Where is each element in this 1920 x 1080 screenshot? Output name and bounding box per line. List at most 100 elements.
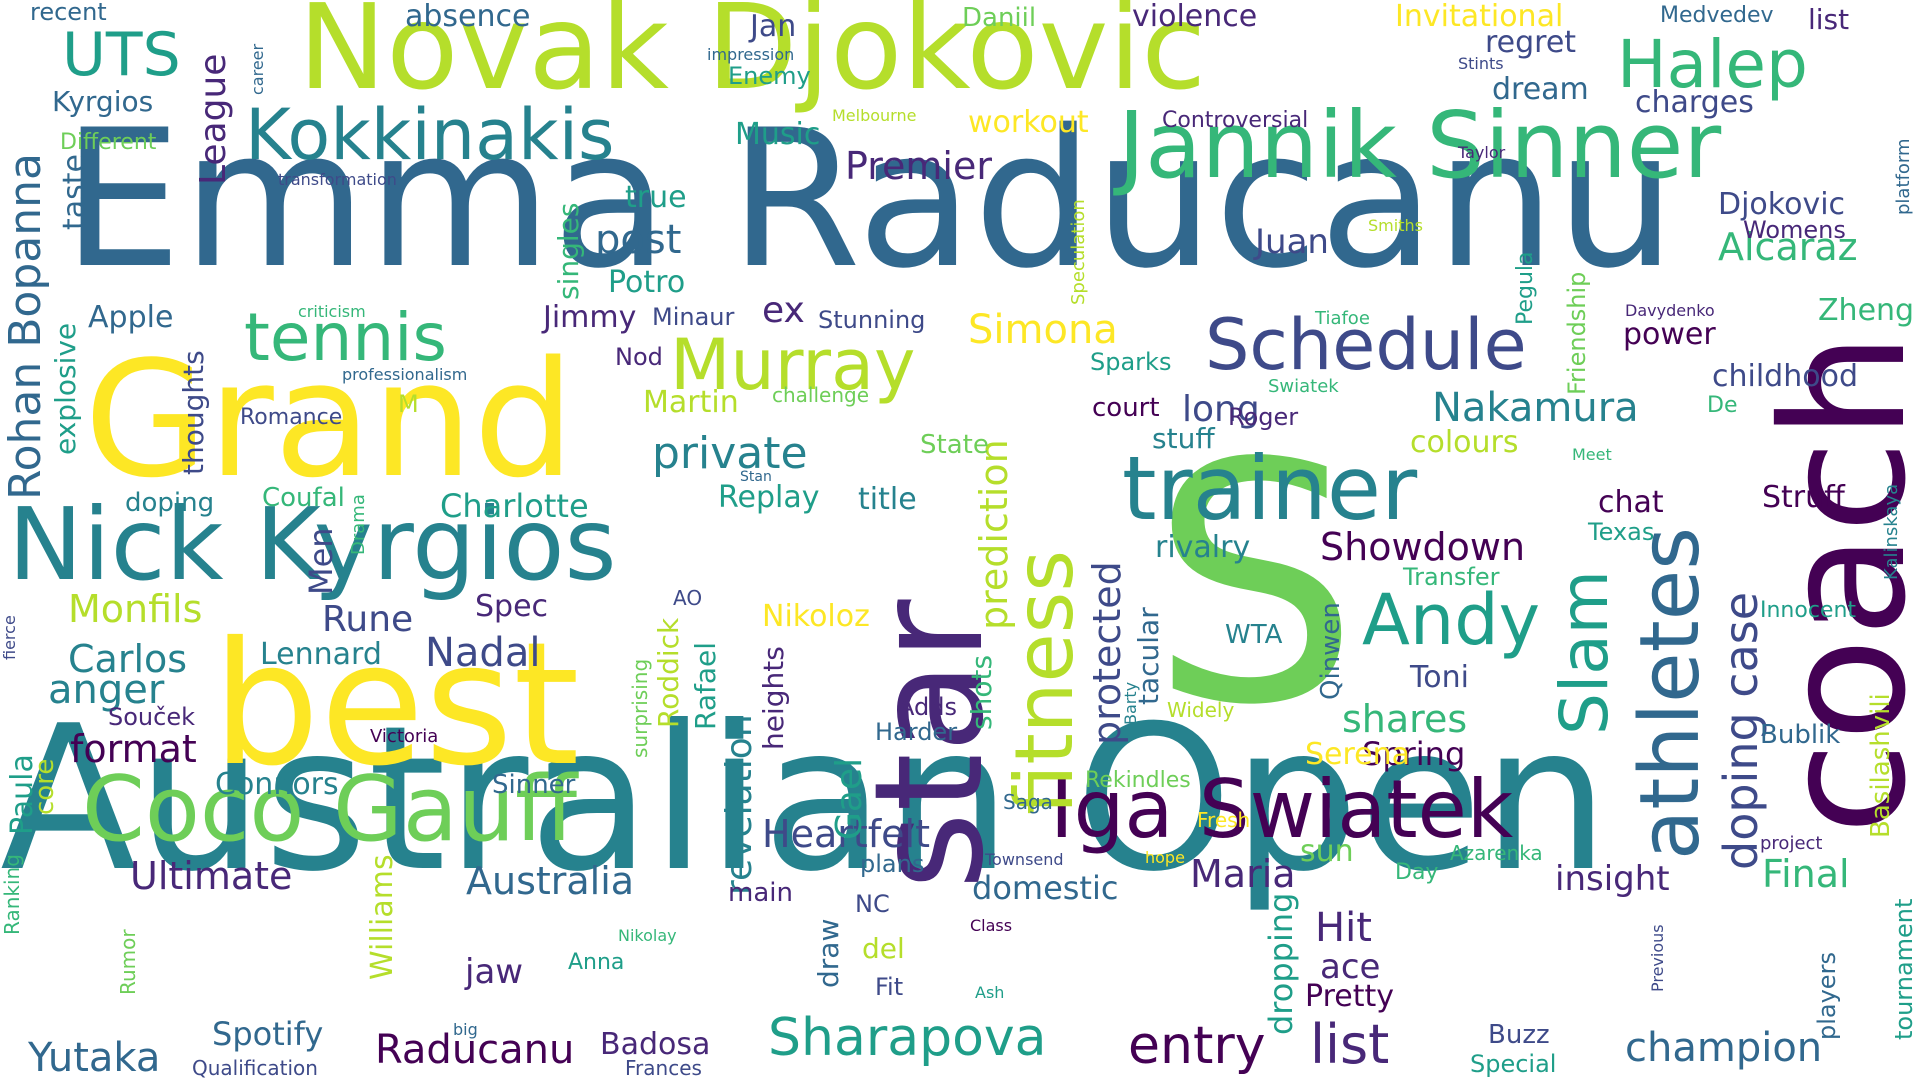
word-harder: Harder [875, 718, 958, 746]
word-grand: Grand [84, 326, 575, 513]
word-violence: violence [1132, 0, 1258, 34]
word-roger: Roger [1228, 403, 1299, 431]
word-apple: Apple [88, 300, 174, 335]
word-martin: Martin [643, 385, 739, 420]
word-schedule: Schedule [1205, 304, 1527, 386]
word-ace: ace [1320, 947, 1381, 987]
word-jimmy: Jimmy [543, 300, 637, 335]
word-core: core [30, 758, 60, 815]
word-spotify: Spotify [212, 1015, 324, 1053]
word-qinwen: Qinwen [1316, 602, 1346, 700]
word-roddick: Roddick [652, 617, 685, 728]
word-nadal: Nadal [425, 630, 541, 676]
word-speculation: Speculation [1068, 199, 1089, 305]
word-tiafoe: Tiafoe [1315, 308, 1370, 329]
word-basilashvili: Basilashvili [1866, 693, 1896, 838]
word-professionalism: professionalism [342, 365, 468, 384]
word-townsend: Townsend [985, 850, 1064, 869]
word-nikoloz: Nikoloz [762, 599, 870, 634]
word-tennis: tennis [244, 299, 447, 376]
word-ultimate: Ultimate [130, 854, 293, 898]
word-fresh: Fresh [1197, 808, 1251, 832]
word-emma-raducanu: Emma Raducanu [62, 89, 1677, 310]
word-criticism: criticism [298, 302, 366, 321]
word-qualification: Qualification [192, 1056, 318, 1080]
word-doping: doping [125, 488, 215, 518]
word-ao: AO [673, 586, 703, 610]
word-djokovic-small: Djokovic [1718, 187, 1846, 222]
word-soucek: Souček [108, 703, 195, 731]
word-stunning: Stunning [818, 306, 926, 334]
word-friendship: Friendship [1563, 271, 1591, 395]
word-uts: UTS [62, 20, 181, 90]
word-barty: Barty [1121, 681, 1140, 725]
word-controversial: Controversial [1162, 108, 1309, 133]
word-rivalry: rivalry [1155, 530, 1251, 565]
word-replay: Replay [718, 480, 820, 515]
word-victoria: Victoria [370, 726, 439, 747]
word-heights: heights [757, 646, 790, 750]
word-adds: Adds [898, 693, 957, 721]
word-different: Different [60, 130, 157, 155]
word-coufal: Coufal [262, 483, 345, 513]
word-state: State [920, 430, 989, 460]
word-transfer: Transfer [1403, 563, 1500, 591]
word-men: Men [302, 527, 340, 595]
word-bublik: Bublik [1760, 720, 1841, 750]
word-serena: Serena [1305, 737, 1411, 772]
word-connors: Connors [215, 767, 339, 802]
word-s: S [1150, 393, 1360, 777]
word-post: post [595, 217, 682, 263]
word-australian-open: Australian Open [0, 683, 1610, 916]
word-showdown: Showdown [1320, 525, 1526, 569]
word-stan: Stan [740, 469, 772, 485]
word-anna: Anna [568, 950, 625, 975]
word-domestic: domestic [972, 869, 1119, 907]
word-plans: plans [860, 850, 925, 878]
word-rohan-bopanna: Rohan Bopanna [0, 153, 51, 500]
word-court: court [1092, 393, 1160, 423]
word-minaur: Minaur [652, 303, 735, 331]
word-carlos: Carlos [68, 637, 188, 681]
word-iga-swiatek: Iga Swiatek [1050, 763, 1514, 856]
word-nod: Nod [615, 343, 663, 371]
word-impression: impression [707, 45, 795, 64]
word-rekindles: Rekindles [1085, 768, 1191, 793]
word-sinner: Sinner [492, 770, 576, 800]
word-widely: Widely [1167, 698, 1235, 722]
word-rafael: Rafael [689, 641, 722, 730]
word-m: M [398, 390, 419, 418]
word-del: del [862, 932, 905, 965]
word-fitness: fitness [998, 549, 1091, 815]
word-taylor: Taylor [1458, 143, 1506, 162]
word-nick-kyrgios: Nick Kyrgios [8, 486, 617, 603]
word-champion: champion [1625, 1025, 1823, 1071]
word-texas: Texas [1588, 518, 1655, 546]
word-davydenko: Davydenko [1625, 301, 1715, 320]
word-romance: Romance [240, 405, 343, 430]
word-daniil: Daniil [962, 3, 1037, 33]
word-medvedev: Medvedev [1660, 3, 1774, 28]
word-shares: shares [1342, 697, 1468, 741]
word-fit: Fit [875, 973, 904, 1001]
word-heartfelt: Heartfelt [762, 812, 930, 856]
word-title: title [858, 482, 917, 517]
word-taste: taste [57, 154, 92, 230]
word-anger: anger [48, 667, 165, 713]
word-draw: draw [812, 918, 845, 988]
word-hope: hope [1145, 848, 1185, 867]
word-simona: Simona [968, 307, 1118, 353]
word-day: Day [1395, 860, 1439, 885]
word-nikolay: Nikolay [618, 926, 677, 945]
word-jan: Jan [750, 9, 797, 44]
word-charges: charges [1635, 85, 1754, 120]
word-surprising: surprising [628, 658, 652, 758]
word-buzz: Buzz [1488, 1020, 1550, 1050]
word-halep: Halep [1617, 26, 1808, 103]
word-transformation: transformation [278, 170, 397, 189]
word-career: career [248, 43, 267, 95]
word-kyrgios-small: Kyrgios [52, 85, 154, 118]
word-best: best [212, 606, 580, 804]
word-meet: Meet [1572, 445, 1612, 464]
